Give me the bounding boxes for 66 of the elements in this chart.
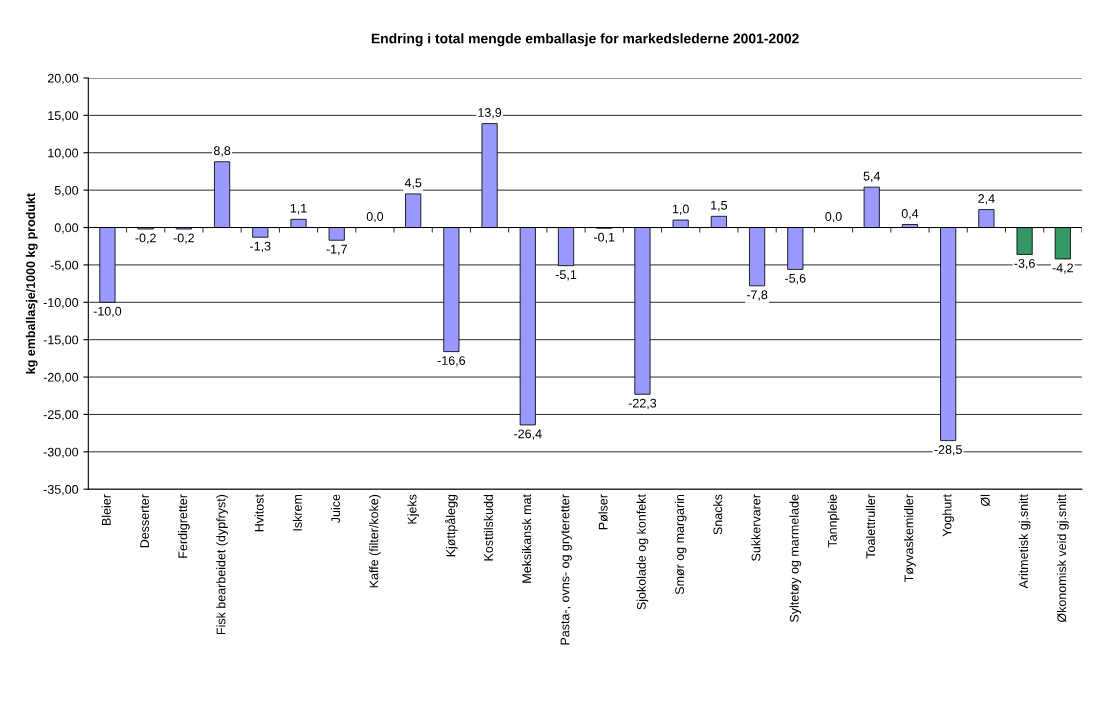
x-tick-label: Hvitost	[254, 494, 264, 532]
data-label: -16,6	[437, 356, 466, 367]
x-tick-label: Tøyvaskemidler	[904, 494, 916, 582]
data-label: -0,1	[594, 232, 615, 244]
data-label: -7,8	[746, 290, 768, 301]
x-tick-label: Kosttilskudd	[483, 494, 493, 561]
x-tick-label: Økonomisk veid gj.snitt	[1056, 494, 1069, 623]
data-label: 0,4	[901, 209, 919, 220]
data-label: -0,2	[173, 233, 194, 244]
y-tick-label: -15,00	[43, 335, 79, 346]
data-label: 4,5	[404, 178, 422, 189]
x-tick-label: Smør og margarin	[674, 494, 687, 595]
data-label: -0,2	[135, 233, 156, 244]
y-tick-label: 0,00	[54, 223, 79, 234]
y-tick-label: 10,00	[48, 148, 79, 159]
data-label: -4,2	[1052, 263, 1073, 274]
data-label: -5,6	[785, 273, 806, 285]
x-tick-label: Bleier	[101, 494, 111, 525]
y-tick-label: -25,00	[43, 410, 79, 421]
data-label: -26,4	[514, 429, 542, 440]
x-tick-label: Sjokolade og konfekt	[636, 494, 649, 610]
chart-title: Endring i total mengde emballasje for markedslederne 2001-2002	[371, 33, 799, 47]
y-tick-label: -10,00	[43, 298, 79, 309]
x-tick-label: Tannpleie	[827, 494, 840, 548]
x-tick-label: Juice	[330, 494, 341, 524]
data-label: 1,1	[290, 203, 307, 215]
data-label: -10,0	[93, 306, 122, 318]
y-axis-title: kg emballasje/1000 kg produkt	[25, 193, 38, 374]
data-label: 2,4	[978, 194, 995, 205]
y-tick-label: -35,00	[43, 485, 79, 496]
data-label: -1,7	[326, 244, 347, 256]
x-tick-label: Kjøttpålegg	[445, 494, 458, 557]
data-label: -22,3	[628, 398, 657, 410]
y-tick-label: 5,00	[54, 185, 79, 197]
data-label: 0,0	[366, 212, 384, 223]
x-tick-label: Ferdigretter	[178, 494, 190, 558]
x-tick-label: Kjeks	[407, 494, 419, 524]
x-tick-label: Syltetøy og marmelade	[789, 494, 802, 623]
y-tick-label: -5,00	[50, 260, 79, 272]
x-tick-label: Pølser	[598, 494, 608, 530]
x-tick-label: Toalettruller	[865, 494, 876, 559]
x-tick-label: Kaffe (filter/koke)	[369, 494, 381, 588]
data-label: 0,0	[825, 212, 842, 223]
data-label: -5,1	[555, 270, 577, 281]
x-tick-label: Fisk bearbeidet (dypfryst)	[216, 494, 228, 635]
x-tick-label: Meksikansk mat	[521, 494, 532, 583]
x-tick-label: Pasta-, ovns- og gryteretter	[560, 494, 572, 645]
data-label: 13,9	[478, 108, 502, 119]
x-tick-label: Aritmetisk gj.snitt	[1018, 494, 1031, 589]
x-tick-label: Yoghurt	[942, 494, 954, 537]
data-label: 1,5	[711, 200, 728, 212]
x-tick-label: Sukkervarer	[751, 494, 761, 561]
data-label: 8,8	[213, 146, 231, 157]
data-label: -28,5	[934, 445, 962, 456]
x-tick-label: Iskrem	[292, 494, 302, 531]
x-tick-label: Snacks	[713, 494, 723, 535]
y-tick-label: 20,00	[47, 73, 79, 85]
y-tick-label: -30,00	[43, 447, 79, 458]
data-label: 1,0	[672, 204, 689, 215]
x-tick-label: Desserter	[140, 494, 149, 548]
y-tick-label: -20,00	[43, 372, 79, 384]
data-label: -1,3	[250, 241, 271, 253]
y-tick-label: 15,00	[48, 111, 79, 122]
x-tick-label: Øl	[980, 494, 990, 507]
data-label: 5,4	[863, 171, 881, 182]
data-label: -3,6	[1014, 258, 1035, 270]
